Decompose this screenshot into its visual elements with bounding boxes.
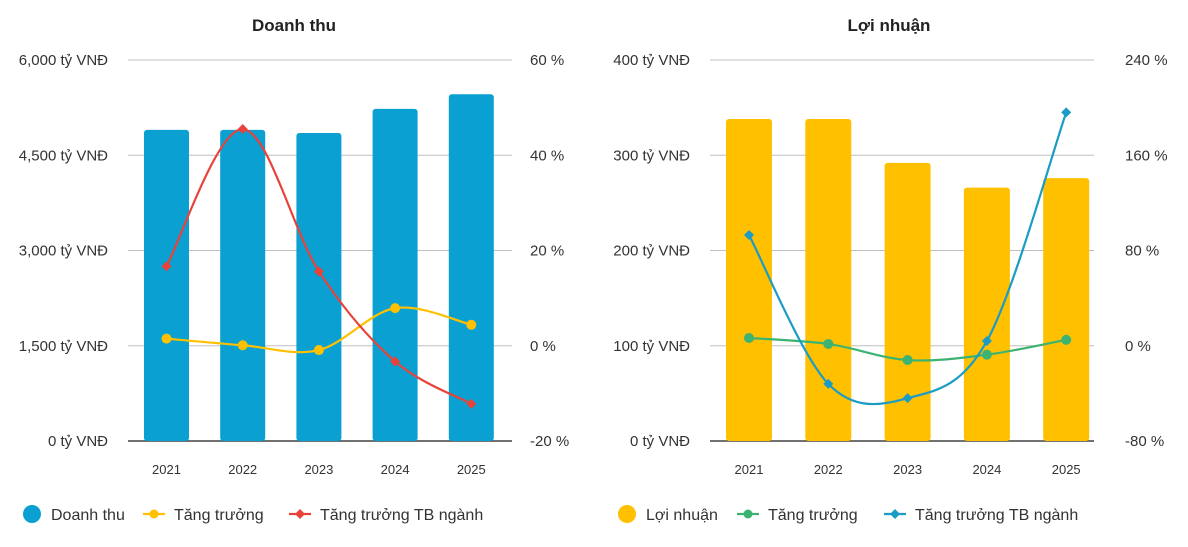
y2-tick-label: 0 % xyxy=(1125,338,1151,355)
line-point-2021 xyxy=(161,333,172,344)
bar-2023 xyxy=(884,162,931,441)
y2-tick-label: 160 % xyxy=(1125,147,1168,164)
x-tick-label: 2024 xyxy=(381,462,410,477)
y2-tick-label: -20 % xyxy=(530,433,569,450)
line-point-2025 xyxy=(466,398,477,409)
x-tick-label: 2025 xyxy=(457,462,486,477)
y-tick-label: 200 tỷ VNĐ xyxy=(613,243,690,260)
line-point-2022 xyxy=(823,378,834,389)
y-tick-label: 0 tỷ VNĐ xyxy=(48,433,108,450)
legend-swatch-marker xyxy=(295,509,305,519)
legend-item: Lợi nhuận xyxy=(618,505,718,524)
y-tick-label: 4,500 tỷ VNĐ xyxy=(19,147,108,164)
x-tick-label: 2022 xyxy=(814,462,843,477)
line-point-2025 xyxy=(466,319,477,330)
x-tick-label: 2022 xyxy=(228,462,257,477)
bar-2022 xyxy=(220,129,266,441)
y-tick-label: 300 tỷ VNĐ xyxy=(613,147,690,164)
y2-tick-label: 80 % xyxy=(1125,243,1159,260)
x-tick-label: 2023 xyxy=(893,462,922,477)
legend-label: Tăng trưởng xyxy=(768,507,858,524)
y2-tick-label: 20 % xyxy=(530,243,564,260)
y2-tick-label: 240 % xyxy=(1125,52,1168,69)
y-tick-label: 100 tỷ VNĐ xyxy=(613,338,690,355)
bar-2024 xyxy=(372,108,418,442)
legend-swatch-marker xyxy=(890,509,900,519)
line-point-2023 xyxy=(313,345,324,356)
legend-item: Doanh thu xyxy=(23,505,125,524)
line-point-2024 xyxy=(390,356,401,367)
bar-2021 xyxy=(144,129,189,441)
legend-label: Lợi nhuận xyxy=(646,507,718,524)
line-point-2022 xyxy=(237,124,248,135)
legend-item: Tăng trưởng TB ngành xyxy=(884,507,1078,524)
legend-label: Tăng trưởng TB ngành xyxy=(915,507,1078,524)
y2-tick-label: 0 % xyxy=(530,338,556,355)
line-point-2024 xyxy=(390,303,401,314)
line-point-2023 xyxy=(313,266,324,277)
line-series-2 xyxy=(165,127,472,405)
line-point-2024 xyxy=(981,335,992,346)
bar-2023 xyxy=(296,133,342,441)
y2-tick-label: 40 % xyxy=(530,147,564,164)
chart-1: Doanh thu 0 tỷ VNĐ -20 % 1,500 tỷ VNĐ 0 % 3,0… xyxy=(19,16,569,524)
legend-label: Tăng trưởng xyxy=(174,507,264,524)
line-point-2022 xyxy=(823,338,834,349)
x-tick-label: 2021 xyxy=(152,462,181,477)
line-point-2021 xyxy=(744,333,754,344)
y2-tick-label: -80 % xyxy=(1125,433,1164,450)
line-point-2022 xyxy=(237,340,248,351)
y2-tick-label: 60 % xyxy=(530,52,564,69)
x-tick-label: 2023 xyxy=(304,462,333,477)
bar-2021 xyxy=(726,119,772,442)
line-point-2024 xyxy=(981,349,992,360)
bar-2025 xyxy=(448,94,494,441)
legend-item: Tăng trưởng xyxy=(737,507,858,524)
legend-item: Tăng trưởng xyxy=(143,507,264,524)
line-point-2023 xyxy=(902,355,913,366)
y-tick-label: 6,000 tỷ VNĐ xyxy=(19,52,108,69)
x-tick-label: 2021 xyxy=(735,462,764,477)
line-point-2021 xyxy=(744,230,754,241)
bar-2025 xyxy=(1043,178,1090,442)
y-tick-label: 1,500 tỷ VNĐ xyxy=(19,338,108,355)
line-point-2025 xyxy=(1061,334,1072,345)
legend-label: Doanh thu xyxy=(51,507,125,524)
chart-title: Doanh thu xyxy=(252,16,336,35)
chart-2: Lợi nhuận 0 tỷ VNĐ -80 % 100 tỷ VNĐ 0 % 200 t… xyxy=(613,16,1167,524)
legend-label: Tăng trưởng TB ngành xyxy=(320,507,483,524)
legend-swatch xyxy=(23,505,41,523)
line-point-2023 xyxy=(902,393,913,404)
legend-swatch-marker xyxy=(149,509,159,519)
line-point-2025 xyxy=(1061,107,1072,118)
y-tick-label: 0 tỷ VNĐ xyxy=(630,433,690,450)
y-tick-label: 3,000 tỷ VNĐ xyxy=(19,243,108,260)
legend-item: Tăng trưởng TB ngành xyxy=(289,507,483,524)
chart-title: Lợi nhuận xyxy=(848,16,931,35)
y-tick-label: 400 tỷ VNĐ xyxy=(613,52,690,69)
legend-swatch xyxy=(618,505,636,523)
x-tick-label: 2025 xyxy=(1052,462,1081,477)
bar-2024 xyxy=(963,187,1010,441)
x-tick-label: 2024 xyxy=(972,462,1001,477)
bar-2022 xyxy=(805,119,852,442)
legend-swatch-marker xyxy=(743,509,753,519)
line-point-2021 xyxy=(161,261,172,272)
